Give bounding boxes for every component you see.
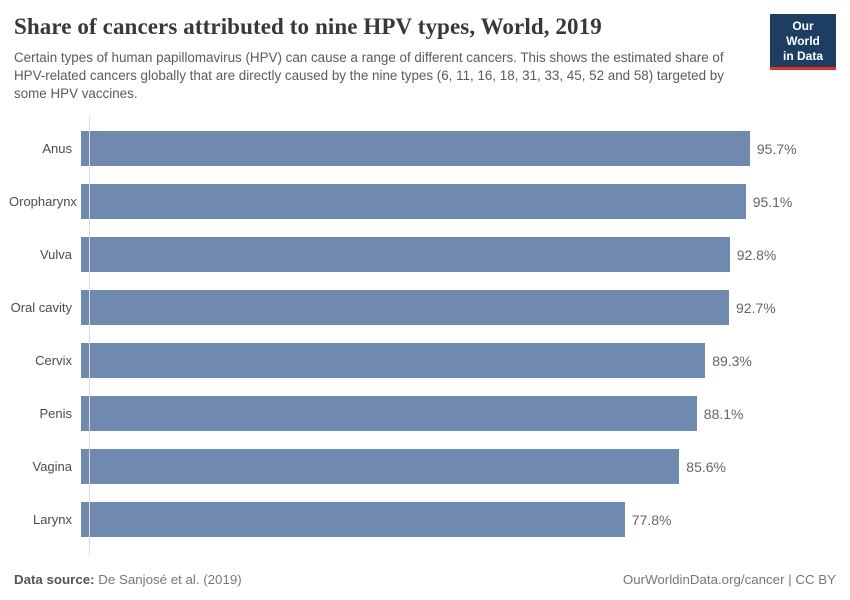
bar-row: Cervix 89.3%: [9, 334, 850, 387]
value-label: 77.8%: [631, 511, 672, 528]
value-label: 92.8%: [736, 246, 777, 263]
bar-row: Oropharynx 95.1%: [9, 175, 850, 228]
bar: [81, 290, 729, 326]
category-label: Penis: [39, 406, 72, 422]
owid-logo-line1: Our World: [786, 19, 820, 48]
bar: [81, 343, 706, 379]
data-source-label: Data source:: [14, 572, 95, 587]
owid-logo: Our World in Data: [770, 14, 836, 70]
bar: [81, 449, 680, 485]
value-label: 89.3%: [712, 352, 752, 369]
bar: [81, 184, 746, 220]
category-label: Anus: [42, 141, 72, 157]
chart-footer: Data source: De Sanjosé et al. (2019) Ou…: [14, 572, 836, 587]
data-source-value: De Sanjosé et al. (2019): [98, 572, 242, 587]
title-block: Share of cancers attributed to nine HPV …: [14, 13, 756, 102]
category-label: Oropharynx: [9, 194, 77, 210]
chart-title: Share of cancers attributed to nine HPV …: [14, 14, 602, 39]
data-source: Data source: De Sanjosé et al. (2019): [14, 572, 242, 587]
bar-row: Penis 88.1%: [9, 387, 850, 440]
value-label: 95.7%: [756, 140, 797, 157]
bar-row: Larynx 77.8%: [9, 493, 850, 546]
value-label: 88.1%: [703, 405, 744, 422]
category-label: Larynx: [32, 512, 72, 528]
value-label: 95.1%: [752, 193, 793, 210]
bar-row: Oral cavity 92.7%: [9, 281, 850, 334]
owid-logo-line2: in Data: [782, 49, 823, 63]
bar-row: Vagina 85.6%: [9, 440, 850, 493]
bar-rows: Anus 95.7% Oropharynx 95.1% Vulva 92.8% Oral c…: [9, 122, 850, 546]
category-label: Oral cavity: [10, 300, 72, 316]
bar: [81, 237, 730, 273]
bar-chart: Anus 95.7% Oropharynx 95.1% Vulva 92.8% Oral c…: [9, 116, 850, 556]
chart-header: Share of cancers attributed to nine HPV …: [0, 0, 850, 102]
bar: [81, 502, 625, 538]
chart-subtitle: Certain types of human papillomavirus (H…: [14, 49, 724, 101]
category-label: Vulva: [39, 247, 72, 263]
category-label: Vagina: [32, 459, 72, 475]
category-label: Cervix: [35, 353, 72, 369]
value-label: 92.7%: [736, 299, 776, 316]
attribution-text: OurWorldinData.org/cancer | CC BY: [622, 572, 836, 587]
y-axis-line: [89, 116, 90, 556]
bar: [81, 131, 750, 167]
value-label: 85.6%: [686, 458, 726, 475]
bar-row: Vulva 92.8%: [9, 228, 850, 281]
bar-row: Anus 95.7%: [9, 122, 850, 175]
bar: [81, 396, 697, 432]
